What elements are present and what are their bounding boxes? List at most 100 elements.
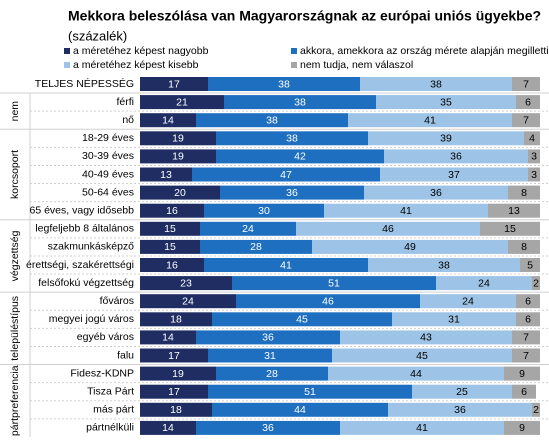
bar-segment	[348, 113, 512, 128]
legend-swatch	[64, 48, 70, 54]
category-label: érettségi, szakérettségi	[26, 259, 134, 271]
bar-segment	[208, 77, 360, 91]
bar-segment	[504, 420, 540, 435]
bar-segment	[208, 348, 332, 363]
value-label: 14	[162, 422, 174, 434]
value-label: 8	[521, 187, 527, 199]
value-label: 7	[523, 332, 529, 344]
bar-segment	[216, 366, 328, 381]
bar-segment	[504, 366, 540, 381]
value-label: 19	[172, 368, 184, 380]
bar-segment	[232, 276, 436, 291]
bar-segment	[140, 420, 196, 435]
bar-segment	[200, 239, 312, 254]
value-label: 6	[525, 96, 531, 108]
bar-segment	[140, 258, 204, 272]
value-label: 24	[182, 295, 194, 307]
bar-segment	[236, 294, 420, 309]
value-label: 38	[286, 133, 298, 145]
bar-segment	[516, 294, 540, 309]
value-label: 51	[328, 277, 340, 289]
value-label: 21	[176, 96, 188, 108]
bar-segment	[368, 258, 520, 272]
value-label: 13	[508, 205, 520, 217]
value-label: 3	[531, 151, 537, 163]
value-label: 24	[242, 223, 254, 235]
bar-segment	[520, 258, 540, 272]
value-label: 35	[440, 96, 452, 108]
value-label: 17	[168, 78, 180, 90]
value-label: 43	[420, 332, 432, 344]
category-label: más párt	[93, 404, 134, 416]
value-label: 36	[262, 332, 274, 344]
value-label: 23	[180, 277, 192, 289]
group-label: végzettség	[9, 230, 21, 281]
value-label: 15	[164, 223, 176, 235]
value-label: 19	[172, 133, 184, 145]
bar-segment	[528, 167, 540, 182]
value-label: 44	[294, 404, 306, 416]
category-label: szakmunkásképző	[48, 241, 135, 253]
bar-segment	[140, 221, 200, 236]
legend-label: nem tudja, nem válaszol	[300, 59, 413, 71]
bar-segment	[312, 239, 508, 254]
bar-segment	[512, 348, 540, 363]
value-label: 2	[533, 277, 539, 289]
bar-segment	[480, 221, 540, 236]
bar-segment	[140, 402, 212, 417]
bar-segment	[392, 312, 516, 327]
value-label: 28	[266, 368, 278, 380]
bar-segment	[140, 348, 208, 363]
value-label: 24	[462, 295, 474, 307]
value-label: 31	[264, 350, 276, 362]
bar-segment	[140, 239, 200, 254]
legend-swatch	[291, 62, 297, 68]
bar-segment	[224, 95, 376, 110]
value-label: 25	[456, 386, 468, 398]
value-label: 45	[296, 314, 308, 326]
category-label: 50-64 éves	[82, 186, 134, 198]
value-label: 42	[294, 151, 306, 163]
value-label: 13	[160, 169, 172, 181]
bar-segment	[216, 149, 384, 164]
bar-segment	[324, 203, 488, 218]
value-label: 36	[454, 404, 466, 416]
value-label: 6	[525, 295, 531, 307]
bar-segment	[376, 95, 516, 110]
value-label: 9	[519, 422, 525, 434]
value-label: 16	[166, 259, 178, 271]
value-label: 15	[164, 241, 176, 253]
value-label: 38	[438, 259, 450, 271]
bar-segment	[512, 330, 540, 345]
bar-segment	[384, 149, 528, 164]
value-label: 41	[400, 205, 412, 217]
bar-segment	[360, 77, 512, 91]
value-label: 38	[294, 96, 306, 108]
category-label: főváros	[100, 295, 134, 307]
group-label: pártpreferencia	[9, 365, 21, 436]
value-label: 17	[168, 350, 180, 362]
value-label: 20	[174, 187, 186, 199]
category-label: 40-49 éves	[82, 168, 134, 180]
legend-label: akkora, amekkora az ország mérete alapjá…	[300, 45, 549, 57]
bar-segment	[212, 402, 388, 417]
bar-segment	[368, 131, 524, 146]
value-label: 36	[262, 422, 274, 434]
category-label: Fidesz-KDNP	[70, 367, 134, 379]
value-label: 24	[478, 277, 490, 289]
bar-segment	[508, 185, 540, 200]
value-label: 41	[280, 259, 292, 271]
bar-segment	[208, 384, 412, 399]
bar-segment	[212, 312, 392, 327]
value-label: 37	[448, 169, 460, 181]
bar-segment	[532, 276, 540, 291]
legend-label: a méretéhez képest nagyobb	[73, 45, 209, 57]
bar-segment	[512, 113, 540, 128]
bar-segment	[516, 95, 540, 110]
value-label: 7	[523, 78, 529, 90]
chart-subtitle: (százalék)	[68, 28, 127, 43]
bar-segment	[196, 330, 340, 345]
bar-segment	[140, 203, 204, 218]
bar-segment	[140, 167, 192, 182]
category-label: megyei jogú város	[49, 313, 134, 325]
